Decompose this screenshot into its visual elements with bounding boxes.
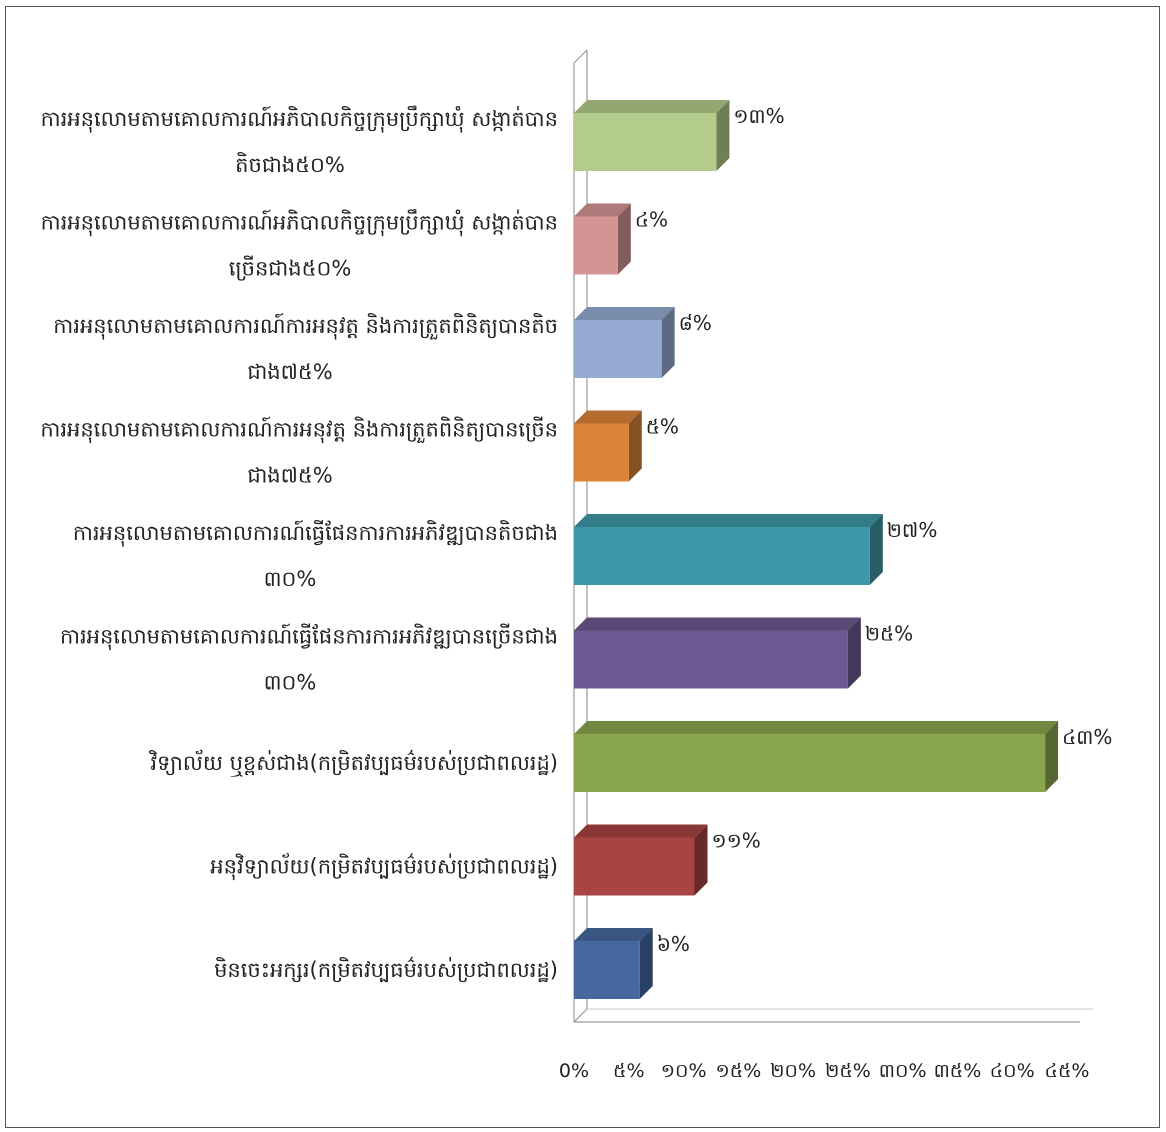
bar-top-face	[574, 100, 730, 113]
category-label: តិចជាង៥០%	[235, 152, 345, 177]
category-label: ការអនុលោមតាមគោលការណ៍ការអនុវត្ត និងការត្រ…	[53, 313, 558, 340]
x-tick-label: ១៥%	[715, 1060, 761, 1082]
bar-side-face	[661, 307, 675, 378]
category-label: ការអនុលោមតាមគោលការណ៍ការអនុវត្ត និងការត្រ…	[40, 417, 558, 444]
bar-top-face	[574, 824, 708, 838]
bar	[574, 941, 640, 999]
bar-side-face	[869, 514, 883, 585]
bar-top-face	[574, 721, 1059, 734]
category-label: ការអនុលោមតាមគោលការណ៍ធ្វើផែនការការអភិវឌ្ឍ…	[60, 624, 558, 651]
bar	[574, 320, 662, 378]
category-label: ការអនុលោមតាមគោលការណ៍ធ្វើផែនការការអភិវឌ្ឍ…	[73, 520, 558, 547]
category-label: អនុវិទ្យាល័យ(កម្រិតវប្បធម៌របស់ប្រជាពលរដ្…	[210, 853, 558, 881]
data-label: ៥%	[646, 415, 679, 439]
category-label: ការអនុលោមតាមគោលការណ៍អភិបាលកិច្ចក្រុមប្រឹ…	[41, 209, 558, 237]
bar	[574, 527, 870, 585]
data-label: ៨%	[679, 311, 712, 335]
bar	[574, 423, 629, 482]
bar-side-face	[716, 100, 730, 171]
x-tick-label: ៥%	[613, 1060, 645, 1082]
bar-top-face	[574, 410, 642, 424]
x-tick-label: ៣០%	[879, 1060, 927, 1082]
category-label: ការអនុលោមតាមគោលការណ៍អភិបាលកិច្ចក្រុមប្រឹ…	[41, 105, 558, 133]
x-tick-label: ២៥%	[825, 1060, 871, 1082]
category-label: ច្រើនជាង៥០%	[229, 256, 352, 282]
category-label: ជាង៧៥%	[247, 464, 332, 488]
data-label: ៤%	[635, 208, 668, 232]
bar-top-face	[574, 307, 675, 320]
x-tick-label: ៤០%	[990, 1060, 1035, 1082]
x-tick-label: ១០%	[661, 1060, 707, 1082]
category-label: មិនចេះអក្សរ(កម្រិតវប្បធម៌របស់ប្រជាពលរដ្ឋ…	[214, 956, 558, 983]
bar-side-face	[639, 928, 653, 999]
data-label: ៦%	[657, 932, 690, 956]
bar-top-face	[574, 203, 631, 217]
data-label: ២៧%	[887, 518, 938, 542]
data-label: ៤៣%	[1062, 725, 1112, 749]
bar-top-face	[574, 514, 883, 527]
x-tick-label: ២០%	[770, 1060, 816, 1082]
bar-top-face	[574, 617, 861, 631]
axis-top-edge	[573, 49, 588, 64]
x-tick-label: 0%	[559, 1060, 589, 1082]
category-label: ជាង៧៥%	[247, 360, 332, 384]
data-label: ២៥%	[865, 622, 913, 646]
bar	[574, 113, 717, 171]
category-label: ៣០%	[264, 671, 317, 695]
bar	[574, 630, 848, 689]
category-label: ៣០%	[264, 567, 317, 591]
bar-side-face	[628, 410, 642, 482]
bar-side-face	[847, 617, 861, 689]
bar-side-face	[617, 203, 631, 275]
data-label: ១៣%	[733, 104, 784, 128]
bar-side-face	[1045, 721, 1059, 792]
x-tick-label: ៣៥%	[934, 1060, 982, 1082]
axis-floor-edge	[573, 1008, 588, 1023]
bar-side-face	[694, 824, 708, 896]
x-tick-label: ៤៥%	[1045, 1060, 1090, 1082]
bar	[574, 734, 1046, 792]
data-label: ១១%	[712, 829, 761, 853]
bar	[574, 216, 618, 275]
bar	[574, 837, 695, 896]
bar-top-face	[574, 928, 653, 941]
category-label: វិទ្យាល័យ ឬខ្ពស់ជាង(កម្រិតវប្បធម៌របស់ប្រ…	[148, 749, 558, 777]
